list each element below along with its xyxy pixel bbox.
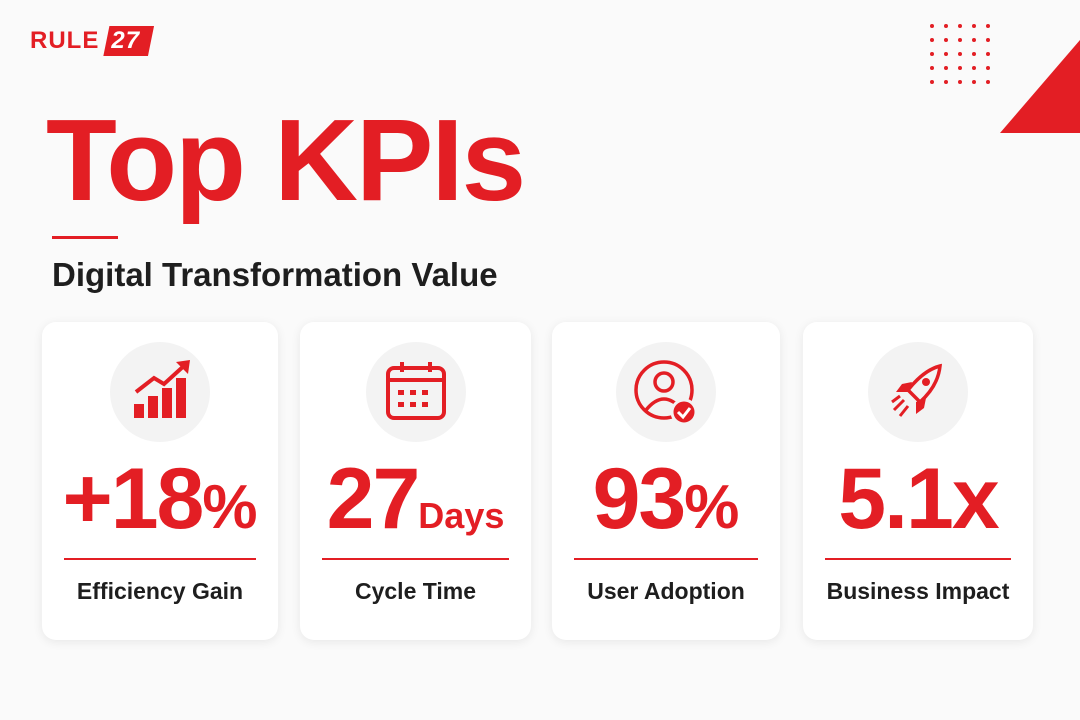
divider [64, 558, 256, 560]
kpi-card: 93% User Adoption [552, 322, 780, 640]
logo-badge: 27 [103, 26, 155, 56]
value: 93 [592, 451, 687, 547]
divider [322, 558, 509, 560]
value: 27 [326, 451, 421, 547]
kpi-value: +18% [42, 450, 278, 549]
value: 5.1x [838, 451, 999, 547]
subtitle: Digital Transformation Value [52, 256, 498, 293]
unit: % [684, 473, 740, 542]
icon [110, 342, 210, 442]
kpi-card: +18% Efficiency Gain [42, 322, 278, 640]
title-underline [52, 236, 118, 239]
unit: Days [418, 495, 505, 536]
kpi-value: 27Days [300, 450, 531, 549]
icon [868, 342, 968, 442]
kpi-value: 93% [552, 450, 780, 549]
kpi-card: 27Days Cycle Time [300, 322, 531, 640]
value: +18 [62, 451, 204, 547]
kpi-label: Efficiency Gain [76, 578, 244, 604]
icon [365, 342, 466, 442]
kpi-label: Business Impact [826, 578, 1010, 604]
divider [825, 558, 1011, 560]
kpi-card: 5.1x Business Impact [803, 322, 1033, 640]
kpi-label: User Adoption [587, 578, 745, 604]
icon [616, 342, 716, 442]
unit: % [202, 473, 258, 542]
title: Top KPIs [46, 95, 526, 225]
divider [574, 558, 758, 560]
logo: RULE 27 [30, 26, 155, 56]
decoration [930, 24, 1080, 133]
kpi-label: Cycle Time [354, 578, 477, 604]
logo-text: RULE [30, 27, 100, 54]
kpi-value: 5.1x [803, 450, 1033, 549]
